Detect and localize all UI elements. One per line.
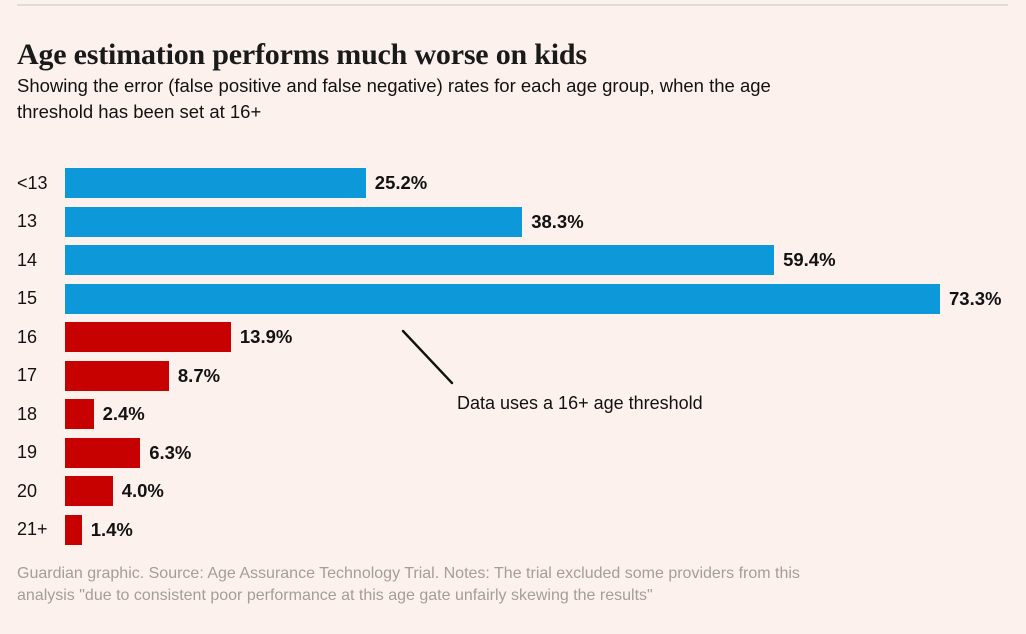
category-label: 19 bbox=[17, 442, 38, 462]
bar-18 bbox=[65, 399, 94, 429]
bar-row-14: 14 59.4% bbox=[17, 245, 1017, 275]
bar-track: 4.0% bbox=[65, 476, 1017, 506]
category-label: <13 bbox=[17, 172, 48, 193]
source-note: Guardian graphic. Source: Age Assurance … bbox=[17, 563, 800, 607]
value-label: 59.4% bbox=[783, 249, 836, 270]
value-label: 8.7% bbox=[177, 364, 221, 386]
source-note-line-2: analysis "due to consistent poor perform… bbox=[17, 587, 653, 604]
value-label: 73.3% bbox=[949, 287, 1002, 309]
bar-16 bbox=[65, 322, 231, 352]
bar-13 bbox=[65, 206, 523, 237]
category-label: 14 bbox=[17, 249, 38, 270]
category-label: 20 bbox=[17, 480, 38, 501]
bar-row-under13: <13 25.2% bbox=[17, 168, 1017, 198]
value-label: 13.9% bbox=[239, 326, 293, 347]
bar-20 bbox=[65, 476, 113, 506]
bar-chart: <13 25.2% 13 38.3% 14 59.4% 15 73.3% 16 … bbox=[17, 168, 1017, 553]
value-label: 6.3% bbox=[149, 441, 192, 463]
bar-15 bbox=[65, 283, 940, 314]
value-label: 38.3% bbox=[531, 210, 584, 232]
bar-row-15: 15 73.3% bbox=[17, 283, 1017, 314]
source-note-line-1: Guardian graphic. Source: Age Assurance … bbox=[17, 565, 800, 582]
bar-row-13: 13 38.3% bbox=[17, 206, 1017, 237]
top-rule bbox=[17, 4, 1008, 6]
category-label: 15 bbox=[17, 288, 38, 308]
bar-14 bbox=[65, 245, 775, 275]
category-label: 13 bbox=[17, 211, 38, 231]
bar-track: 1.4% bbox=[65, 514, 1017, 545]
bar-row-20: 20 4.0% bbox=[17, 476, 1017, 506]
bar-row-18: 18 2.4% bbox=[17, 399, 1017, 429]
bar-under13 bbox=[65, 168, 366, 198]
category-label: 17 bbox=[17, 365, 38, 385]
bar-row-19: 19 6.3% bbox=[17, 437, 1017, 468]
bar-track: 59.4% bbox=[65, 245, 1017, 275]
annotation-pointer-line bbox=[395, 324, 465, 390]
bar-17 bbox=[65, 360, 169, 391]
bar-row-21plus: 21+ 1.4% bbox=[17, 514, 1017, 545]
bar-19 bbox=[65, 437, 141, 468]
bar-track: 13.9% bbox=[65, 322, 1017, 352]
value-label: 1.4% bbox=[90, 518, 133, 540]
chart-subtitle: Showing the error (false positive and fa… bbox=[17, 73, 771, 125]
value-label: 2.4% bbox=[102, 403, 145, 424]
bar-row-16: 16 13.9% bbox=[17, 322, 1017, 352]
category-label: 16 bbox=[17, 326, 38, 347]
category-label: 21+ bbox=[17, 519, 48, 539]
bar-track: 6.3% bbox=[65, 437, 1017, 468]
value-label: 25.2% bbox=[374, 172, 428, 193]
category-label: 18 bbox=[17, 403, 38, 424]
page-title: Age estimation performs much worse on ki… bbox=[17, 38, 587, 72]
bar-21plus bbox=[65, 514, 82, 545]
bar-track: 38.3% bbox=[65, 206, 1017, 237]
bar-row-17: 17 8.7% bbox=[17, 360, 1017, 391]
bar-track: 2.4% bbox=[65, 399, 1017, 429]
bar-track: 73.3% bbox=[65, 283, 1017, 314]
chart-subtitle-line-1: Showing the error (false positive and fa… bbox=[17, 75, 771, 96]
bar-track: 8.7% bbox=[65, 360, 1017, 391]
value-label: 4.0% bbox=[121, 480, 164, 501]
annotation-text: Data uses a 16+ age threshold bbox=[457, 393, 703, 413]
bar-track: 25.2% bbox=[65, 168, 1017, 198]
chart-subtitle-line-2: threshold has been set at 16+ bbox=[17, 101, 262, 122]
